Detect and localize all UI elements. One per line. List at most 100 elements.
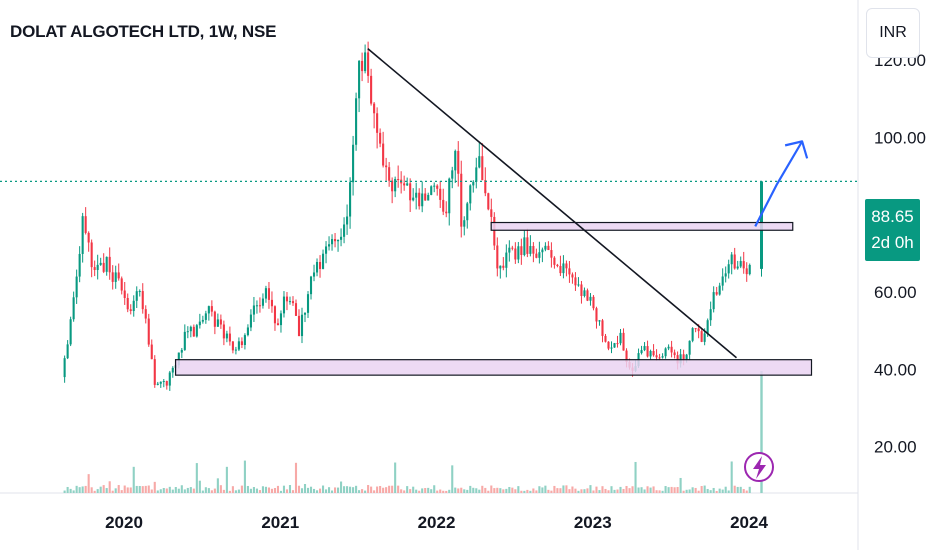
- candle-body: [379, 132, 382, 144]
- volume-bar: [258, 490, 261, 493]
- candle-body: [688, 340, 691, 355]
- y-tick-label: 40.00: [874, 360, 917, 379]
- candle-body: [63, 358, 66, 378]
- candle-body: [715, 292, 718, 295]
- candle-body: [385, 165, 388, 168]
- candle-body: [556, 264, 559, 267]
- x-tick-label: 2022: [418, 513, 456, 532]
- candle-body: [201, 319, 204, 322]
- volume-bar: [297, 485, 301, 493]
- candle-body: [487, 193, 490, 210]
- volume-bar: [201, 490, 204, 493]
- volume-bar: [282, 485, 286, 493]
- volume-bar: [472, 487, 475, 493]
- volume-bar: [114, 488, 117, 493]
- candle-body: [171, 367, 174, 373]
- candle-body: [183, 331, 186, 350]
- volume-bar: [159, 489, 162, 493]
- candle-body: [682, 354, 685, 360]
- candle-body: [349, 182, 352, 217]
- candle-body: [141, 291, 144, 310]
- volume-bar: [619, 486, 622, 493]
- volume-bar: [697, 490, 700, 493]
- volume-bar: [541, 487, 544, 493]
- candle-body: [255, 305, 258, 307]
- volume-bar: [400, 489, 403, 493]
- volume-bar: [520, 490, 523, 493]
- candle-body: [592, 296, 595, 309]
- candle-body: [664, 348, 667, 357]
- volume-bar: [553, 485, 556, 493]
- last-price-value: 88.65: [871, 207, 914, 226]
- volume-bar: [150, 489, 153, 493]
- candle-body: [709, 309, 712, 321]
- candle-body: [153, 359, 156, 385]
- volume-bar: [454, 487, 457, 493]
- candle-body: [520, 246, 523, 255]
- candle-body: [180, 349, 183, 353]
- volume-bar: [595, 486, 598, 493]
- candle-body: [454, 150, 457, 171]
- candle-body: [105, 256, 108, 272]
- candle-body: [361, 60, 364, 72]
- candle-body: [700, 331, 703, 342]
- alert-marker[interactable]: [744, 452, 774, 482]
- y-tick-label: 60.00: [874, 283, 917, 302]
- candle-body: [514, 248, 517, 260]
- volume-bar: [463, 489, 466, 493]
- candle-body: [430, 186, 433, 195]
- candle-body: [84, 216, 87, 233]
- volume-bar: [694, 487, 697, 493]
- volume-bar: [667, 487, 670, 493]
- volume-bar: [249, 488, 252, 493]
- candle-body: [228, 333, 231, 342]
- candle-body: [382, 143, 385, 166]
- candle-body: [568, 268, 571, 275]
- volume-bar: [652, 486, 655, 493]
- candle-body: [318, 261, 322, 269]
- volume-bar: [406, 486, 409, 493]
- candle-body: [535, 253, 538, 258]
- currency-button[interactable]: INR: [866, 8, 920, 58]
- candle-body: [195, 325, 198, 337]
- candle-body: [373, 103, 376, 114]
- volume-bar: [646, 486, 649, 493]
- volume-bar: [496, 487, 499, 493]
- volume-bar: [96, 489, 99, 493]
- candle-body: [616, 343, 619, 345]
- volume-bar: [370, 486, 373, 493]
- volume-bar: [691, 487, 694, 493]
- candle-body: [439, 188, 442, 200]
- candle-body: [192, 326, 195, 337]
- candle-body: [601, 320, 604, 336]
- volume-bar: [288, 485, 292, 493]
- candle-body: [733, 254, 736, 269]
- candle-body: [216, 319, 219, 327]
- volume-bar: [334, 487, 337, 493]
- candle-body: [649, 351, 652, 357]
- volume-bar: [309, 486, 313, 493]
- candle-body: [721, 276, 724, 286]
- candle-body: [376, 113, 379, 133]
- candle-body: [481, 156, 484, 181]
- candle-body: [397, 178, 400, 180]
- volume-bar: [294, 462, 298, 493]
- candle-body: [75, 276, 78, 298]
- volume-bar: [565, 485, 568, 493]
- volume-bar: [439, 489, 442, 493]
- volume-bar: [724, 486, 727, 493]
- volume-bar: [550, 490, 553, 493]
- candle-body: [261, 298, 264, 306]
- candle-body: [712, 292, 715, 310]
- candle-body: [745, 268, 748, 275]
- volume-bar: [216, 478, 219, 493]
- candle-body: [225, 333, 228, 339]
- candle-body: [90, 242, 93, 268]
- candle-body: [412, 197, 415, 201]
- candle-body: [424, 193, 427, 201]
- volume-bar: [337, 487, 340, 493]
- candle-body: [324, 246, 328, 254]
- volume-bar: [568, 489, 571, 493]
- volume-bar: [640, 487, 643, 493]
